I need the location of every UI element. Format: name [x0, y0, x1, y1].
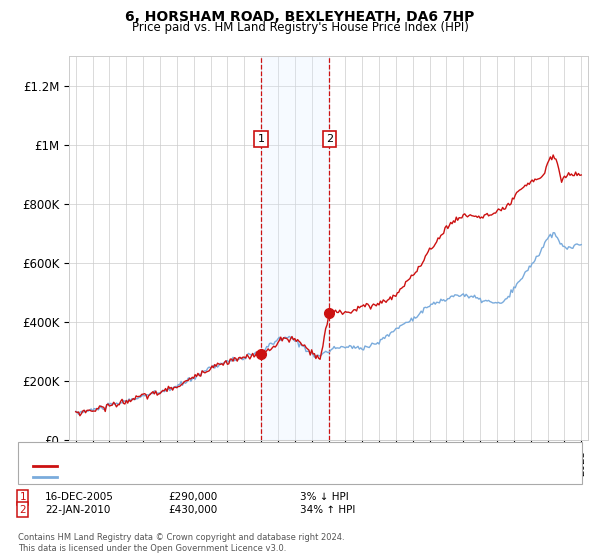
Text: 2: 2: [326, 134, 333, 143]
Text: 1: 1: [257, 134, 265, 143]
Text: 3% ↓ HPI: 3% ↓ HPI: [300, 492, 349, 502]
Text: Contains HM Land Registry data © Crown copyright and database right 2024.
This d: Contains HM Land Registry data © Crown c…: [18, 533, 344, 553]
Text: £430,000: £430,000: [168, 505, 217, 515]
Text: 2: 2: [19, 505, 26, 515]
Bar: [261, 56, 329, 440]
Text: Price paid vs. HM Land Registry's House Price Index (HPI): Price paid vs. HM Land Registry's House …: [131, 21, 469, 34]
Text: 6, HORSHAM ROAD, BEXLEYHEATH, DA6 7HP (detached house): 6, HORSHAM ROAD, BEXLEYHEATH, DA6 7HP (d…: [60, 461, 388, 471]
Text: 34% ↑ HPI: 34% ↑ HPI: [300, 505, 355, 515]
Text: 1: 1: [19, 492, 26, 502]
Text: 16-DEC-2005: 16-DEC-2005: [45, 492, 114, 502]
Text: £290,000: £290,000: [168, 492, 217, 502]
Text: 22-JAN-2010: 22-JAN-2010: [45, 505, 110, 515]
Text: 6, HORSHAM ROAD, BEXLEYHEATH, DA6 7HP: 6, HORSHAM ROAD, BEXLEYHEATH, DA6 7HP: [125, 10, 475, 24]
Text: HPI: Average price, detached house, Bexley: HPI: Average price, detached house, Bexl…: [60, 472, 288, 482]
